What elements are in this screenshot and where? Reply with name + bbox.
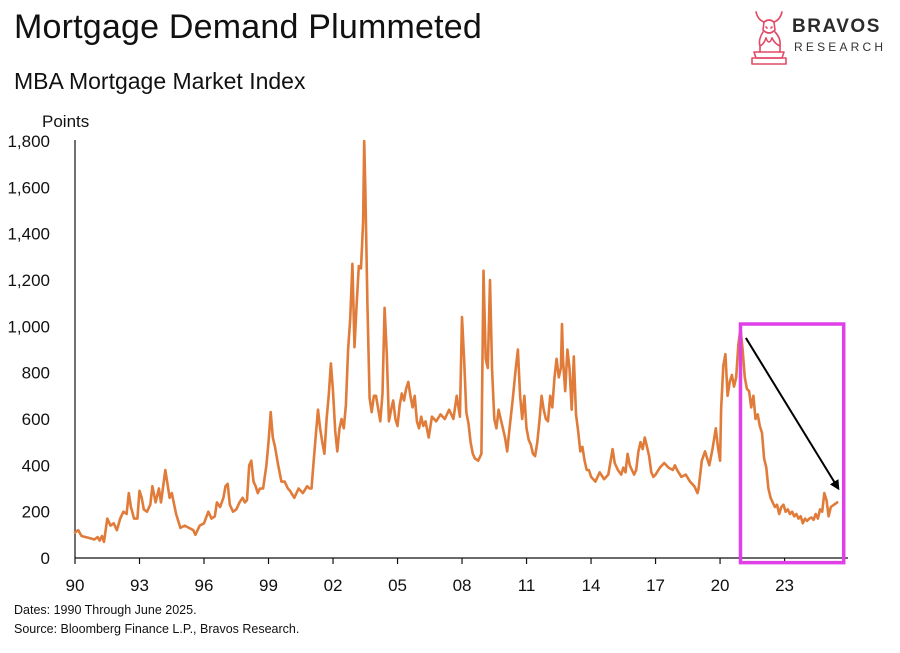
y-tick-label: 1,800 xyxy=(7,132,50,151)
chart-title: Mortgage Demand Plummeted xyxy=(14,8,483,46)
x-tick-label: 20 xyxy=(711,576,730,595)
x-tick-label: 05 xyxy=(388,576,407,595)
trend-arrow xyxy=(745,337,840,491)
x-tick-label: 93 xyxy=(130,576,149,595)
y-tick-label: 1,000 xyxy=(7,317,50,336)
source-note: Source: Bloomberg Finance L.P., Bravos R… xyxy=(14,622,300,636)
brand-logo: BRAVOS RESEARCH xyxy=(748,6,898,68)
highlight-box xyxy=(738,322,846,565)
bull-icon xyxy=(751,11,787,65)
y-tick-label: 600 xyxy=(22,410,50,429)
x-tick-label: 99 xyxy=(259,576,278,595)
dates-note: Dates: 1990 Through June 2025. xyxy=(14,603,197,617)
x-tick-label: 17 xyxy=(646,576,665,595)
x-tick-label: 14 xyxy=(582,576,601,595)
y-tick-label: 1,600 xyxy=(7,178,50,197)
x-tick-label: 08 xyxy=(453,576,472,595)
x-tick-label: 02 xyxy=(324,576,343,595)
brand-tagline: RESEARCH xyxy=(794,40,887,54)
brand-name: BRAVOS xyxy=(792,16,881,37)
x-tick-label: 11 xyxy=(518,576,536,595)
y-tick-label: 400 xyxy=(22,456,50,475)
x-tick-label: 96 xyxy=(195,576,214,595)
x-tick-label: 23 xyxy=(775,576,794,595)
x-tick-label: 90 xyxy=(66,576,85,595)
y-tick-label: 0 xyxy=(41,549,50,568)
series-line xyxy=(73,139,839,544)
y-tick-label: 200 xyxy=(22,503,50,522)
y-tick-label: 1,200 xyxy=(7,271,50,290)
y-axis-label: Points xyxy=(42,112,89,131)
y-tick-label: 1,400 xyxy=(7,225,50,244)
y-tick-label: 800 xyxy=(22,364,50,383)
chart-subtitle: MBA Mortgage Market Index xyxy=(14,68,306,94)
